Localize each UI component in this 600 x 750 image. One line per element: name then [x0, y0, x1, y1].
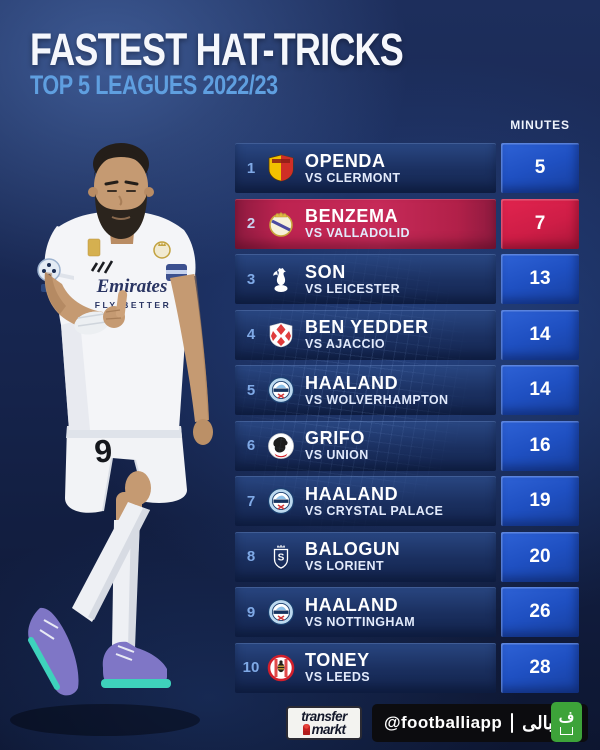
jersey-tagline-text: FLY BETTER	[95, 300, 171, 310]
minutes-value: 14	[501, 309, 579, 360]
player-cell: 3 SON VS LEICESTER	[235, 254, 496, 304]
transfermarkt-word-top: transfer	[301, 708, 347, 724]
minutes-value: 28	[501, 642, 579, 693]
table-row-3: 3 SON VS LEICESTER 13	[235, 254, 579, 304]
player-info: BEN YEDDER VS AJACCIO	[305, 318, 429, 351]
player-info: GRIFO VS UNION	[305, 429, 369, 462]
transfermarkt-mascot-icon	[302, 724, 310, 736]
club-badge-icon-reims: S	[267, 543, 295, 571]
player-name: GRIFO	[305, 428, 365, 449]
transfermarkt-word-bottom: markt	[311, 722, 346, 737]
opponent-label: VS LEICESTER	[305, 281, 401, 296]
opponent-label: VS NOTTINGHAM	[305, 614, 416, 629]
player-info: HAALAND VS CRYSTAL PALACE	[305, 485, 443, 518]
opponent-label: VS AJACCIO	[305, 337, 385, 352]
table-row-8: 8 S BALOGUN VS LORIENT 20	[235, 531, 579, 582]
opponent-label: VS UNION	[305, 448, 369, 463]
player-name: BENZEMA	[305, 206, 399, 227]
opponent-label: VS VALLADOLID	[305, 226, 410, 241]
minutes-value: 20	[501, 531, 579, 582]
player-info: HAALAND VS NOTTINGHAM	[305, 596, 415, 629]
transfermarkt-logo[interactable]: transfer markt	[286, 706, 362, 740]
minutes-value: 5	[501, 143, 579, 193]
club-badge-icon-lens	[267, 154, 295, 182]
player-name: HAALAND	[305, 483, 399, 504]
rank-label: 3	[246, 270, 256, 288]
club-badge-icon-tottenham	[267, 265, 295, 293]
table-row-9: 9 HAALAND VS NOTTINGHAM 26	[235, 587, 579, 637]
club-badge-icon-real-madrid	[267, 210, 295, 238]
player-cell: 8 S BALOGUN VS LORIENT	[235, 531, 496, 582]
player-name: SON	[305, 261, 346, 282]
rank-label: 9	[246, 603, 256, 621]
player-cell: 10 TONEY VS LEEDS	[235, 642, 496, 693]
minutes-value: 16	[501, 420, 579, 471]
rank-label: 1	[246, 159, 256, 177]
club-badge-icon-man-city	[267, 487, 295, 515]
jersey-sponsor-text: Emirates	[96, 276, 168, 297]
club-world-champions-patch-icon	[87, 238, 101, 257]
footballi-logo-icon[interactable]: ف	[551, 702, 582, 742]
minutes-value: 14	[501, 365, 579, 415]
player-cell: 9 HAALAND VS NOTTINGHAM	[235, 587, 496, 637]
club-badge-icon-man-city	[267, 376, 295, 404]
player-name: HAALAND	[305, 372, 399, 393]
player-info: HAALAND VS WOLVERHAMPTON	[305, 374, 448, 407]
opponent-label: VS CRYSTAL PALACE	[305, 503, 444, 518]
social-handle: @footballiapp	[384, 713, 503, 732]
player-info: BENZEMA VS VALLADOLID	[305, 207, 410, 240]
rank-label: 5	[246, 381, 256, 399]
player-name: TONEY	[305, 650, 370, 671]
table-row-6: 6 GRIFO VS UNION 16	[235, 420, 579, 471]
opponent-label: VS CLERMONT	[305, 170, 401, 185]
table-row-2: 2 BENZEMA VS VALLADOLID 7	[235, 198, 579, 249]
player-info: BALOGUN VS LORIENT	[305, 540, 400, 573]
player-name: BALOGUN	[305, 539, 401, 560]
minutes-value: 7	[501, 198, 579, 249]
player-name: HAALAND	[305, 594, 399, 615]
rank-label: 4	[246, 326, 256, 343]
minutes-column-header: MINUTES	[510, 118, 570, 132]
minutes-value: 26	[501, 587, 579, 637]
rank-label: 6	[246, 437, 256, 454]
table-row-1: 1 OPENDA VS CLERMONT 5	[235, 143, 579, 193]
player-info: OPENDA VS CLERMONT	[305, 152, 400, 185]
player-cell: 7 HAALAND VS CRYSTAL PALACE	[235, 476, 496, 526]
player-info: SON VS LEICESTER	[305, 263, 400, 296]
player-cell: 1 OPENDA VS CLERMONT	[235, 143, 496, 193]
player-name: OPENDA	[305, 150, 386, 171]
player-cell: 4 BEN YEDDER VS AJACCIO	[235, 309, 496, 360]
club-badge-icon-brentford	[267, 654, 295, 682]
rank-label: 2	[246, 215, 256, 232]
player-photo-benzema: 9 Emirates FLY BETTER	[10, 143, 213, 736]
minutes-value: 13	[501, 254, 579, 304]
table-row-5: 5 HAALAND VS WOLVERHAMPTON 14	[235, 365, 579, 415]
minutes-value: 19	[501, 476, 579, 526]
divider	[511, 713, 514, 733]
player-cell: 5 HAALAND VS WOLVERHAMPTON	[235, 365, 496, 415]
player-name: BEN YEDDER	[305, 317, 429, 338]
rank-label: 7	[246, 492, 256, 510]
player-info: TONEY VS LEEDS	[305, 651, 370, 684]
player-cell: 6 GRIFO VS UNION	[235, 420, 496, 471]
rank-label: 10	[242, 659, 260, 676]
shorts-number: 9	[93, 432, 113, 469]
page-title: FASTEST HAT-TRICKS	[30, 24, 404, 75]
table-row-10: 10 TONEY VS LEEDS 28	[235, 642, 579, 693]
club-badge-icon-freiburg	[267, 432, 295, 460]
rank-label: 8	[246, 548, 256, 565]
page-subtitle: TOP 5 LEAGUES 2022/23	[30, 70, 278, 100]
club-badge-icon-monaco	[267, 321, 295, 349]
table-row-4: 4 BEN YEDDER VS AJACCIO 14	[235, 309, 579, 360]
hat-trick-table: 1 OPENDA VS CLERMONT 5 2 BENZEMA VS VALL…	[235, 143, 579, 698]
club-badge-icon-man-city	[267, 598, 295, 626]
goal-frame-icon	[560, 726, 573, 735]
opponent-label: VS LORIENT	[305, 559, 385, 574]
opponent-label: VS LEEDS	[305, 670, 371, 685]
svg-text:S: S	[278, 552, 285, 563]
player-cell: 2 BENZEMA VS VALLADOLID	[235, 198, 496, 249]
table-row-7: 7 HAALAND VS CRYSTAL PALACE 19	[235, 476, 579, 526]
opponent-label: VS WOLVERHAMPTON	[305, 392, 449, 407]
